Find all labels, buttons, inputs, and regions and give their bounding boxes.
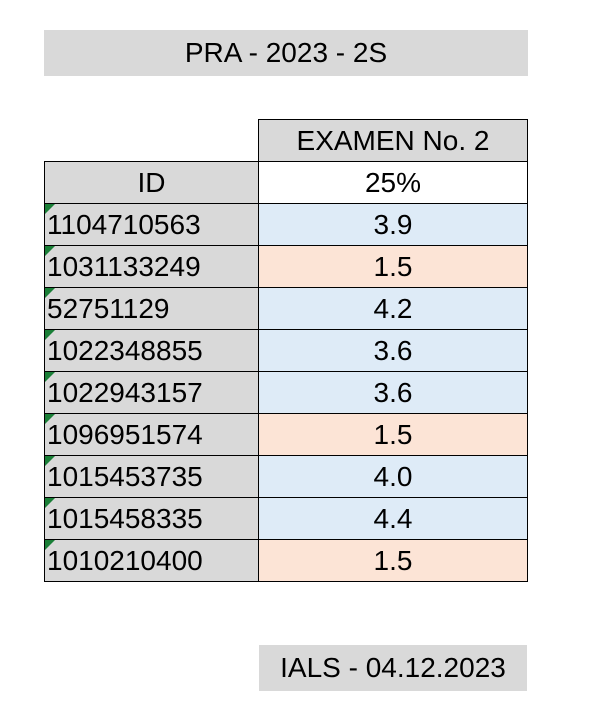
student-id-text: 1104710563 bbox=[47, 208, 201, 240]
error-indicator-icon bbox=[45, 414, 55, 424]
student-id-cell[interactable]: 1010210400 bbox=[44, 539, 259, 582]
error-indicator-icon bbox=[45, 540, 55, 550]
grade-cell[interactable]: 3.6 bbox=[258, 329, 528, 372]
error-indicator-icon bbox=[45, 498, 55, 508]
grade-cell[interactable]: 3.9 bbox=[258, 203, 528, 246]
error-indicator-icon bbox=[45, 246, 55, 256]
grade-cell[interactable]: 4.0 bbox=[258, 455, 528, 498]
student-id-text: 52751129 bbox=[47, 292, 170, 324]
table-row: 1031133249 1.5 bbox=[44, 245, 528, 288]
weight-cell[interactable]: 25% bbox=[258, 161, 528, 204]
student-id-cell[interactable]: 1104710563 bbox=[44, 203, 259, 246]
footer-label: IALS - 04.12.2023 bbox=[259, 645, 527, 691]
sheet-title: PRA - 2023 - 2S bbox=[44, 30, 528, 76]
error-indicator-icon bbox=[45, 204, 55, 214]
exam-header-cell[interactable]: EXAMEN No. 2 bbox=[258, 119, 528, 162]
student-id-cell[interactable]: 1096951574 bbox=[44, 413, 259, 456]
student-id-text: 1015458335 bbox=[47, 502, 203, 534]
student-id-text: 1031133249 bbox=[47, 250, 201, 282]
student-id-text: 1010210400 bbox=[47, 544, 203, 576]
table-row: 1104710563 3.9 bbox=[44, 203, 528, 246]
grade-cell[interactable]: 1.5 bbox=[258, 413, 528, 456]
student-id-text: 1096951574 bbox=[47, 418, 203, 450]
student-id-cell[interactable]: 1022943157 bbox=[44, 371, 259, 414]
student-id-text: 1022943157 bbox=[47, 376, 203, 408]
table-row: 1010210400 1.5 bbox=[44, 539, 528, 582]
table-row: 1015453735 4.0 bbox=[44, 455, 528, 498]
empty-corner-cell bbox=[45, 120, 259, 162]
table-row: 1015458335 4.4 bbox=[44, 497, 528, 540]
error-indicator-icon bbox=[45, 372, 55, 382]
student-id-cell[interactable]: 52751129 bbox=[44, 287, 259, 330]
id-header-cell[interactable]: ID bbox=[44, 161, 259, 204]
grade-cell[interactable]: 1.5 bbox=[258, 245, 528, 288]
grade-cell[interactable]: 4.4 bbox=[258, 497, 528, 540]
student-id-text: 1015453735 bbox=[47, 460, 203, 492]
table-row: 1022943157 3.6 bbox=[44, 371, 528, 414]
student-id-cell[interactable]: 1015453735 bbox=[44, 455, 259, 498]
error-indicator-icon bbox=[45, 456, 55, 466]
exam-header-row: EXAMEN No. 2 bbox=[45, 119, 528, 162]
table-row: 1096951574 1.5 bbox=[44, 413, 528, 456]
student-id-cell[interactable]: 1015458335 bbox=[44, 497, 259, 540]
student-id-text: 1022348855 bbox=[47, 334, 203, 366]
column-header-row: ID 25% bbox=[44, 161, 528, 204]
error-indicator-icon bbox=[45, 330, 55, 340]
grade-cell[interactable]: 3.6 bbox=[258, 371, 528, 414]
grade-cell[interactable]: 1.5 bbox=[258, 539, 528, 582]
table-row: 52751129 4.2 bbox=[44, 287, 528, 330]
student-id-cell[interactable]: 1031133249 bbox=[44, 245, 259, 288]
grade-cell[interactable]: 4.2 bbox=[258, 287, 528, 330]
error-indicator-icon bbox=[45, 288, 55, 298]
student-id-cell[interactable]: 1022348855 bbox=[44, 329, 259, 372]
grades-table: EXAMEN No. 2 ID 25% 1104710563 3.9 1031133… bbox=[44, 119, 528, 582]
table-row: 1022348855 3.6 bbox=[44, 329, 528, 372]
